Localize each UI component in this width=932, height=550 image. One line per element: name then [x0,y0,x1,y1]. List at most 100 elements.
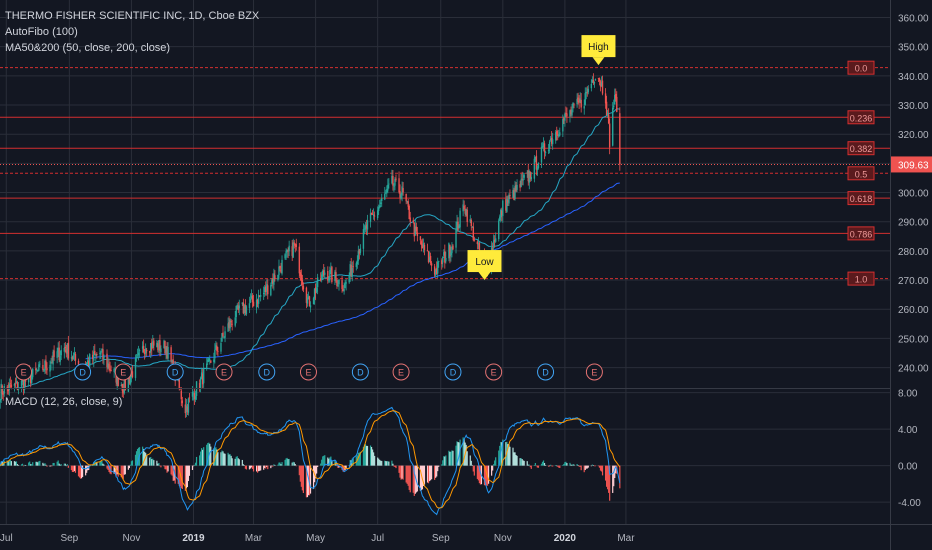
candle-body [352,266,354,268]
indicator-autofibo[interactable]: AutoFibo (100) [5,26,78,38]
price-axis[interactable]: 240.00 250.00 260.00 270.00 280.00 290.00 300.… [0,14,932,375]
macd-histogram-bar [379,459,381,466]
candle-body [92,354,94,360]
candle-body [371,214,374,215]
macd-histogram-bar [299,465,301,482]
callout-text: Low [475,257,494,268]
macd-histogram-bar [70,465,72,471]
candle-body [438,261,440,263]
macd-histogram-bar [245,465,248,470]
macd-histogram-bar [108,465,110,473]
candle-body [294,243,296,246]
macd-histogram-bar [409,465,411,493]
dividend-marker[interactable] [351,363,369,381]
earnings-marker[interactable] [585,363,603,381]
macd-histogram-bar [200,451,202,466]
macd-histogram-bar [102,463,104,466]
macd-histogram-bar [320,463,322,466]
macd-histogram-bar [402,465,404,480]
macd-histogram-bar [512,447,514,466]
macd-histogram-bar [16,464,19,466]
macd-histogram-bar [92,465,94,466]
macd-axis[interactable]: -4.00 0.00 4.00 8.00 [898,389,921,509]
macd-histogram-bar [9,460,11,466]
candle-body [406,200,408,202]
candle-body [249,299,252,303]
dividend-marker[interactable] [444,363,462,381]
candle-body [102,349,104,360]
fib-label-box [847,191,875,206]
time-tick-label: May [306,533,325,544]
candle-body [242,302,245,314]
macd-histogram-bar [426,465,429,483]
macd-histogram-bar [280,464,282,466]
earnings-marker[interactable] [485,363,503,381]
earnings-marker[interactable] [299,363,317,381]
candle-body [606,112,609,115]
candle-body [476,241,479,245]
dividend-marker[interactable] [74,363,92,381]
macd-histogram-bar [127,465,129,470]
earnings-marker[interactable] [15,363,33,381]
macd-histogram-bar [194,462,197,466]
macd-histogram-bar [258,465,260,472]
candle-body [451,246,453,254]
dividend-marker[interactable] [166,363,184,381]
macd-tick-label: -4.00 [898,498,921,509]
macd-histogram-bar [306,465,309,498]
macd-histogram-bar [25,464,27,466]
earnings-marker[interactable] [215,363,233,381]
macd-histogram-bar [443,456,445,466]
macd-histogram-bar [151,459,153,466]
macd-histogram-bar [23,464,26,466]
candle-body [228,322,230,328]
macd-histogram-bar [576,463,578,466]
macd-histogram-bar [288,458,290,466]
candle-body [137,352,140,356]
dividend-marker[interactable] [258,363,276,381]
macd-histogram-bar [294,463,296,466]
candle-body [258,295,261,297]
macd-histogram-bar [516,455,518,466]
macd-histogram-bar [578,465,580,467]
candle-body [8,384,11,391]
candle-body [597,77,600,79]
macd-histogram-bar [378,458,380,466]
candle-body [213,359,215,363]
macd-histogram-bar [322,456,324,466]
macd-histogram-bar [331,460,333,466]
indicator-ma[interactable]: MA50&200 (50, close, 200, close) [5,42,170,54]
macd-histogram-bar [202,449,204,466]
candle-body [192,393,195,395]
candle-body [558,134,560,137]
macd-histogram-bar [513,452,515,466]
candle-body [274,275,276,279]
indicator-macd[interactable]: MACD (12, 26, close, 9) [5,396,122,408]
candle-body [530,177,533,180]
macd-histogram-bar [50,465,52,467]
fib-label: 0.0 [855,64,868,74]
candle-body [365,224,368,229]
earnings-marker[interactable] [114,363,132,381]
macd-histogram-bar [566,463,568,466]
candle-body [364,226,367,230]
candle-body [498,220,500,240]
macd-histogram-bar [459,439,461,466]
candle-body [455,228,457,248]
dividend-marker[interactable] [537,363,555,381]
candle-body [295,244,297,247]
candle-body [309,305,312,308]
macd-histogram-bar [244,465,246,469]
candle-body [583,106,585,109]
earnings-marker[interactable] [392,363,410,381]
macd-histogram-bar [491,465,493,476]
candle-body [214,349,216,359]
candle-body [44,360,46,370]
macd-histogram-bar [493,464,495,466]
candle-body [615,93,617,99]
macd-histogram-bar [358,452,360,466]
time-axis[interactable]: Jul Sep Nov 2019 Mar May Jul Sep Nov 2020 Mar [0,533,635,544]
candle-body [543,143,546,153]
